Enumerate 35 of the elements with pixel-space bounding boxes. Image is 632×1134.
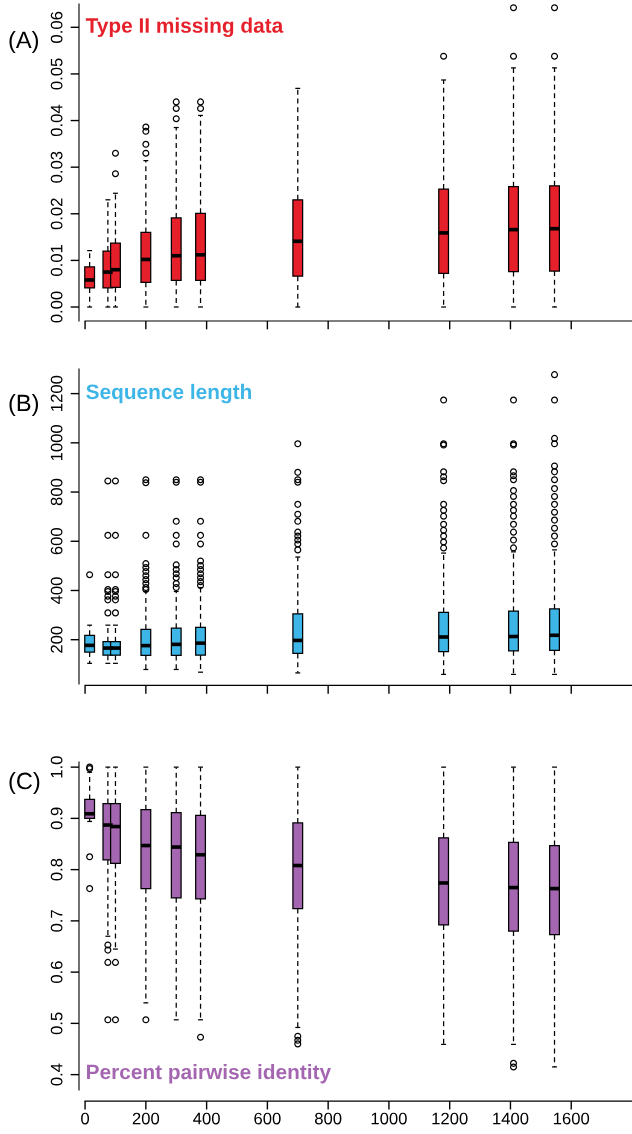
- x-tick-label: 800: [314, 1112, 342, 1125]
- y-tick-label: 1000: [50, 424, 63, 461]
- y-tick-label: 1.0: [50, 756, 63, 778]
- x-tick-label: 1200: [432, 1112, 468, 1125]
- y-tick-label: 800: [50, 478, 63, 506]
- y-tick-label: 0.8: [50, 858, 63, 881]
- text: (A): [9, 31, 39, 53]
- y-tick-label: 0.01: [50, 244, 63, 276]
- x-tick-label: 200: [132, 1112, 160, 1125]
- text: (C): [9, 772, 40, 794]
- y-tick-label: 0.7: [50, 910, 63, 932]
- y-tick-label: 400: [50, 577, 63, 604]
- x-tick-label: 400: [193, 1112, 220, 1125]
- x-tick-label: 600: [254, 1112, 281, 1125]
- x-tick-label: 1600: [553, 1112, 590, 1125]
- x-tick-label: 1000: [371, 1112, 407, 1125]
- y-tick-label: 0.02: [50, 198, 63, 230]
- y-tick-label: 0.6: [50, 961, 63, 984]
- y-tick-label: 1200: [50, 375, 63, 411]
- x-tick-label: 0: [81, 1112, 90, 1125]
- y-tick-label: 0.9: [50, 807, 63, 830]
- y-tick-label: 600: [50, 528, 63, 555]
- y-tick-label: 0.05: [50, 58, 63, 90]
- x-tick-label: 1400: [493, 1112, 529, 1125]
- y-tick-label: 0.4: [50, 1063, 63, 1086]
- y-tick-label: 0.04: [50, 104, 63, 137]
- y-tick-label: 0.06: [50, 11, 63, 43]
- text: Percent pairwise identity: [87, 1064, 331, 1084]
- y-tick-label: 0.00: [50, 291, 63, 323]
- text: (B): [9, 394, 39, 416]
- y-tick-label: 0.03: [50, 151, 63, 183]
- text: Sequence length: [86, 383, 252, 404]
- y-tick-label: 0.5: [50, 1012, 63, 1035]
- text: Type II missing data: [85, 17, 284, 38]
- y-tick-label: 200: [50, 626, 63, 653]
